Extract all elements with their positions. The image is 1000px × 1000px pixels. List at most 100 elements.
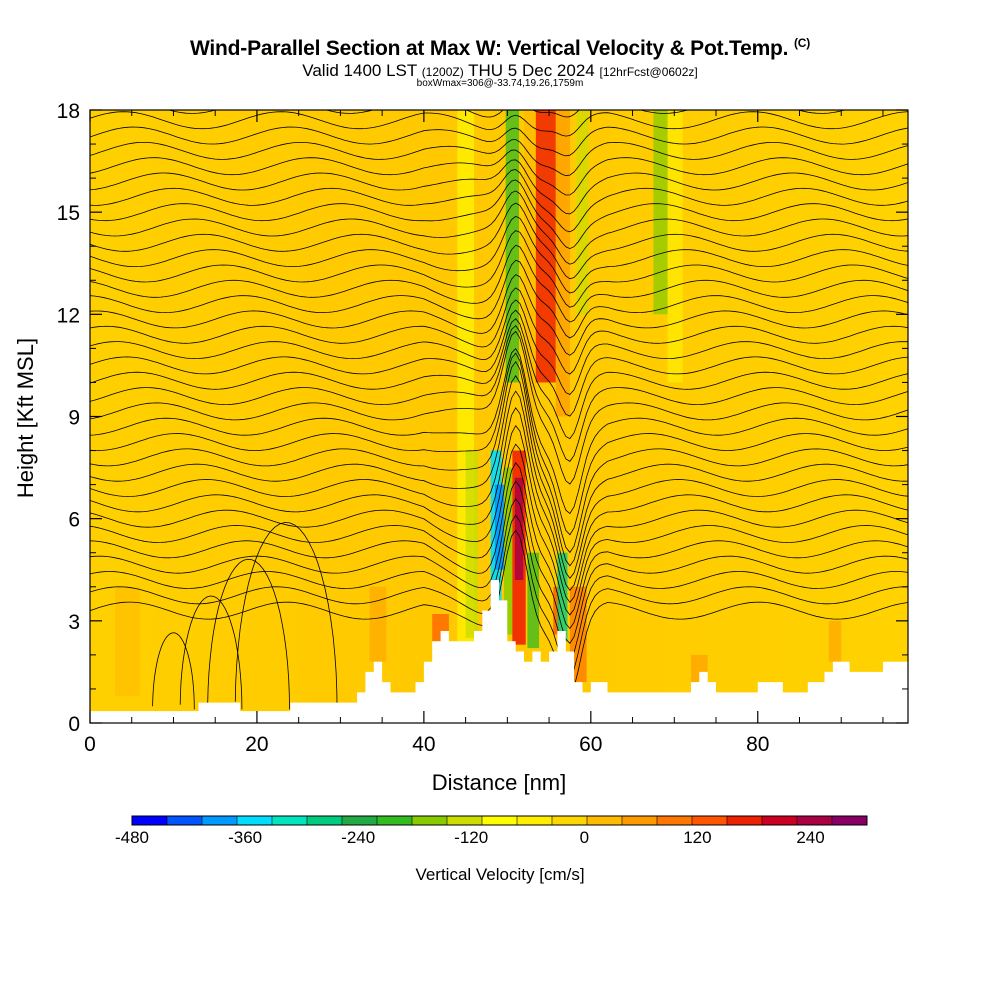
isentrope-line: [90, 407, 908, 591]
isentrope-line: [90, 360, 908, 554]
velocity-band: [828, 620, 842, 662]
colorbar-tick-label: -360: [228, 828, 262, 847]
isentrope-line: [90, 126, 908, 157]
colorbar-swatch: [132, 816, 168, 825]
x-tick-label: 60: [579, 733, 602, 756]
colorbar-swatch: [517, 816, 553, 825]
colorbar-tick-label: 120: [683, 828, 711, 847]
colorbar-tick-label: -120: [454, 828, 488, 847]
isentrope-line: [234, 522, 338, 710]
isentrope-line: [90, 274, 908, 356]
isentrope-line: [90, 318, 908, 440]
colorbar-swatch: [482, 816, 518, 825]
colorbar-tick-label: -240: [341, 828, 375, 847]
isentrope-line: [90, 149, 908, 196]
isentrope-line: [90, 462, 908, 630]
colorbar-tick-label: 0: [580, 828, 589, 847]
x-tick-label: 40: [412, 733, 435, 756]
isentrope-line: [90, 443, 908, 616]
velocity-band: [553, 586, 560, 635]
isentrope-line: [90, 159, 908, 215]
isentrope-line: [167, 110, 847, 118]
y-tick-label: 15: [57, 202, 80, 225]
velocity-band: [505, 110, 520, 383]
isentrope-line: [90, 498, 908, 661]
velocity-band: [115, 586, 141, 696]
isentrope-line: [90, 375, 908, 567]
x-tick-label: 0: [84, 733, 96, 756]
colorbar-swatch: [202, 816, 238, 825]
terrain: [90, 580, 908, 723]
velocity-band: [667, 110, 683, 383]
y-tick-label: 3: [68, 611, 80, 634]
colorbar-swatch: [622, 816, 658, 825]
colorbar-swatch: [832, 816, 868, 825]
x-axis: 0 20 40 60 80: [84, 110, 884, 756]
colorbar-label: Vertical Velocity [cm/s]: [415, 865, 584, 884]
y-axis-label: Height [Kft MSL]: [13, 338, 38, 498]
chart-subtitle: Valid 1400 LST (1200Z) THU 5 Dec 2024 [1…: [302, 61, 698, 80]
velocity-band: [555, 110, 570, 417]
colorbar-swatch: [447, 816, 483, 825]
colorbar-tick-label: 240: [796, 828, 824, 847]
colorbar-swatch: [412, 816, 448, 825]
colorbar-swatch: [797, 816, 833, 825]
colorbar-swatch: [342, 816, 378, 825]
velocity-band: [369, 586, 387, 662]
x-axis-label: Distance [nm]: [432, 770, 567, 795]
y-tick-label: 18: [57, 100, 80, 123]
colorbar-swatch: [762, 816, 798, 825]
y-tick-label: 0: [68, 713, 80, 736]
isentrope-line: [90, 111, 908, 137]
isentrope-line: [90, 347, 908, 515]
isentrope-line: [90, 330, 908, 485]
colorbar-swatch: [587, 816, 623, 825]
colorbar-swatch: [692, 816, 728, 825]
velocity-band: [569, 586, 587, 683]
isentrope-line: [152, 632, 195, 710]
isentrope-line: [90, 190, 908, 265]
colorbar-swatch: [237, 816, 273, 825]
potential-temperature-contours: [90, 110, 908, 710]
y-tick-label: 9: [68, 407, 80, 430]
velocity-band: [514, 477, 524, 580]
velocity-band: [465, 450, 479, 638]
colorbar-swatch: [552, 816, 588, 825]
colorbar: -480 -360 -240 -120 0 120 240: [115, 815, 868, 847]
velocity-band: [524, 110, 536, 451]
isentrope-line: [90, 299, 908, 395]
x-tick-label: 80: [746, 733, 769, 756]
isentrope-line: [90, 179, 908, 250]
isentrope-line: [90, 244, 908, 323]
chart-title: Wind-Parallel Section at Max W: Vertical…: [189, 36, 811, 60]
velocity-band: [576, 110, 589, 315]
isentrope-line: [90, 324, 908, 462]
isentrope-line: [90, 480, 908, 644]
colorbar-swatch: [307, 816, 343, 825]
velocity-band: [653, 110, 668, 315]
colorbar-tick-label: -480: [115, 828, 149, 847]
velocity-band: [494, 484, 505, 570]
colorbar-swatch: [272, 816, 308, 825]
isentrope-line: [207, 558, 290, 710]
isentrope-line: [90, 139, 908, 177]
chart-info-line: boxWmax=306@-33.74,19.26,1759m: [416, 78, 584, 89]
isentrope-line: [90, 309, 908, 417]
isentrope-line: [90, 352, 908, 536]
velocity-band: [557, 552, 568, 642]
y-tick-label: 6: [68, 509, 80, 532]
colorbar-swatch: [377, 816, 413, 825]
isentrope-line: [90, 287, 908, 375]
isentrope-line: [90, 169, 908, 233]
colorbar-swatch: [167, 816, 203, 825]
colorbar-swatch: [727, 816, 763, 825]
isentrope-line: [90, 259, 908, 339]
isentrope-line: [90, 390, 908, 579]
isentrope-line: [90, 230, 908, 308]
colorbar-swatch: [657, 816, 693, 825]
isentrope-line: [90, 424, 908, 603]
colorbar-frame: [131, 815, 868, 826]
y-axis: 0 3 6 9 12 15 18: [57, 100, 908, 736]
x-tick-label: 20: [245, 733, 268, 756]
